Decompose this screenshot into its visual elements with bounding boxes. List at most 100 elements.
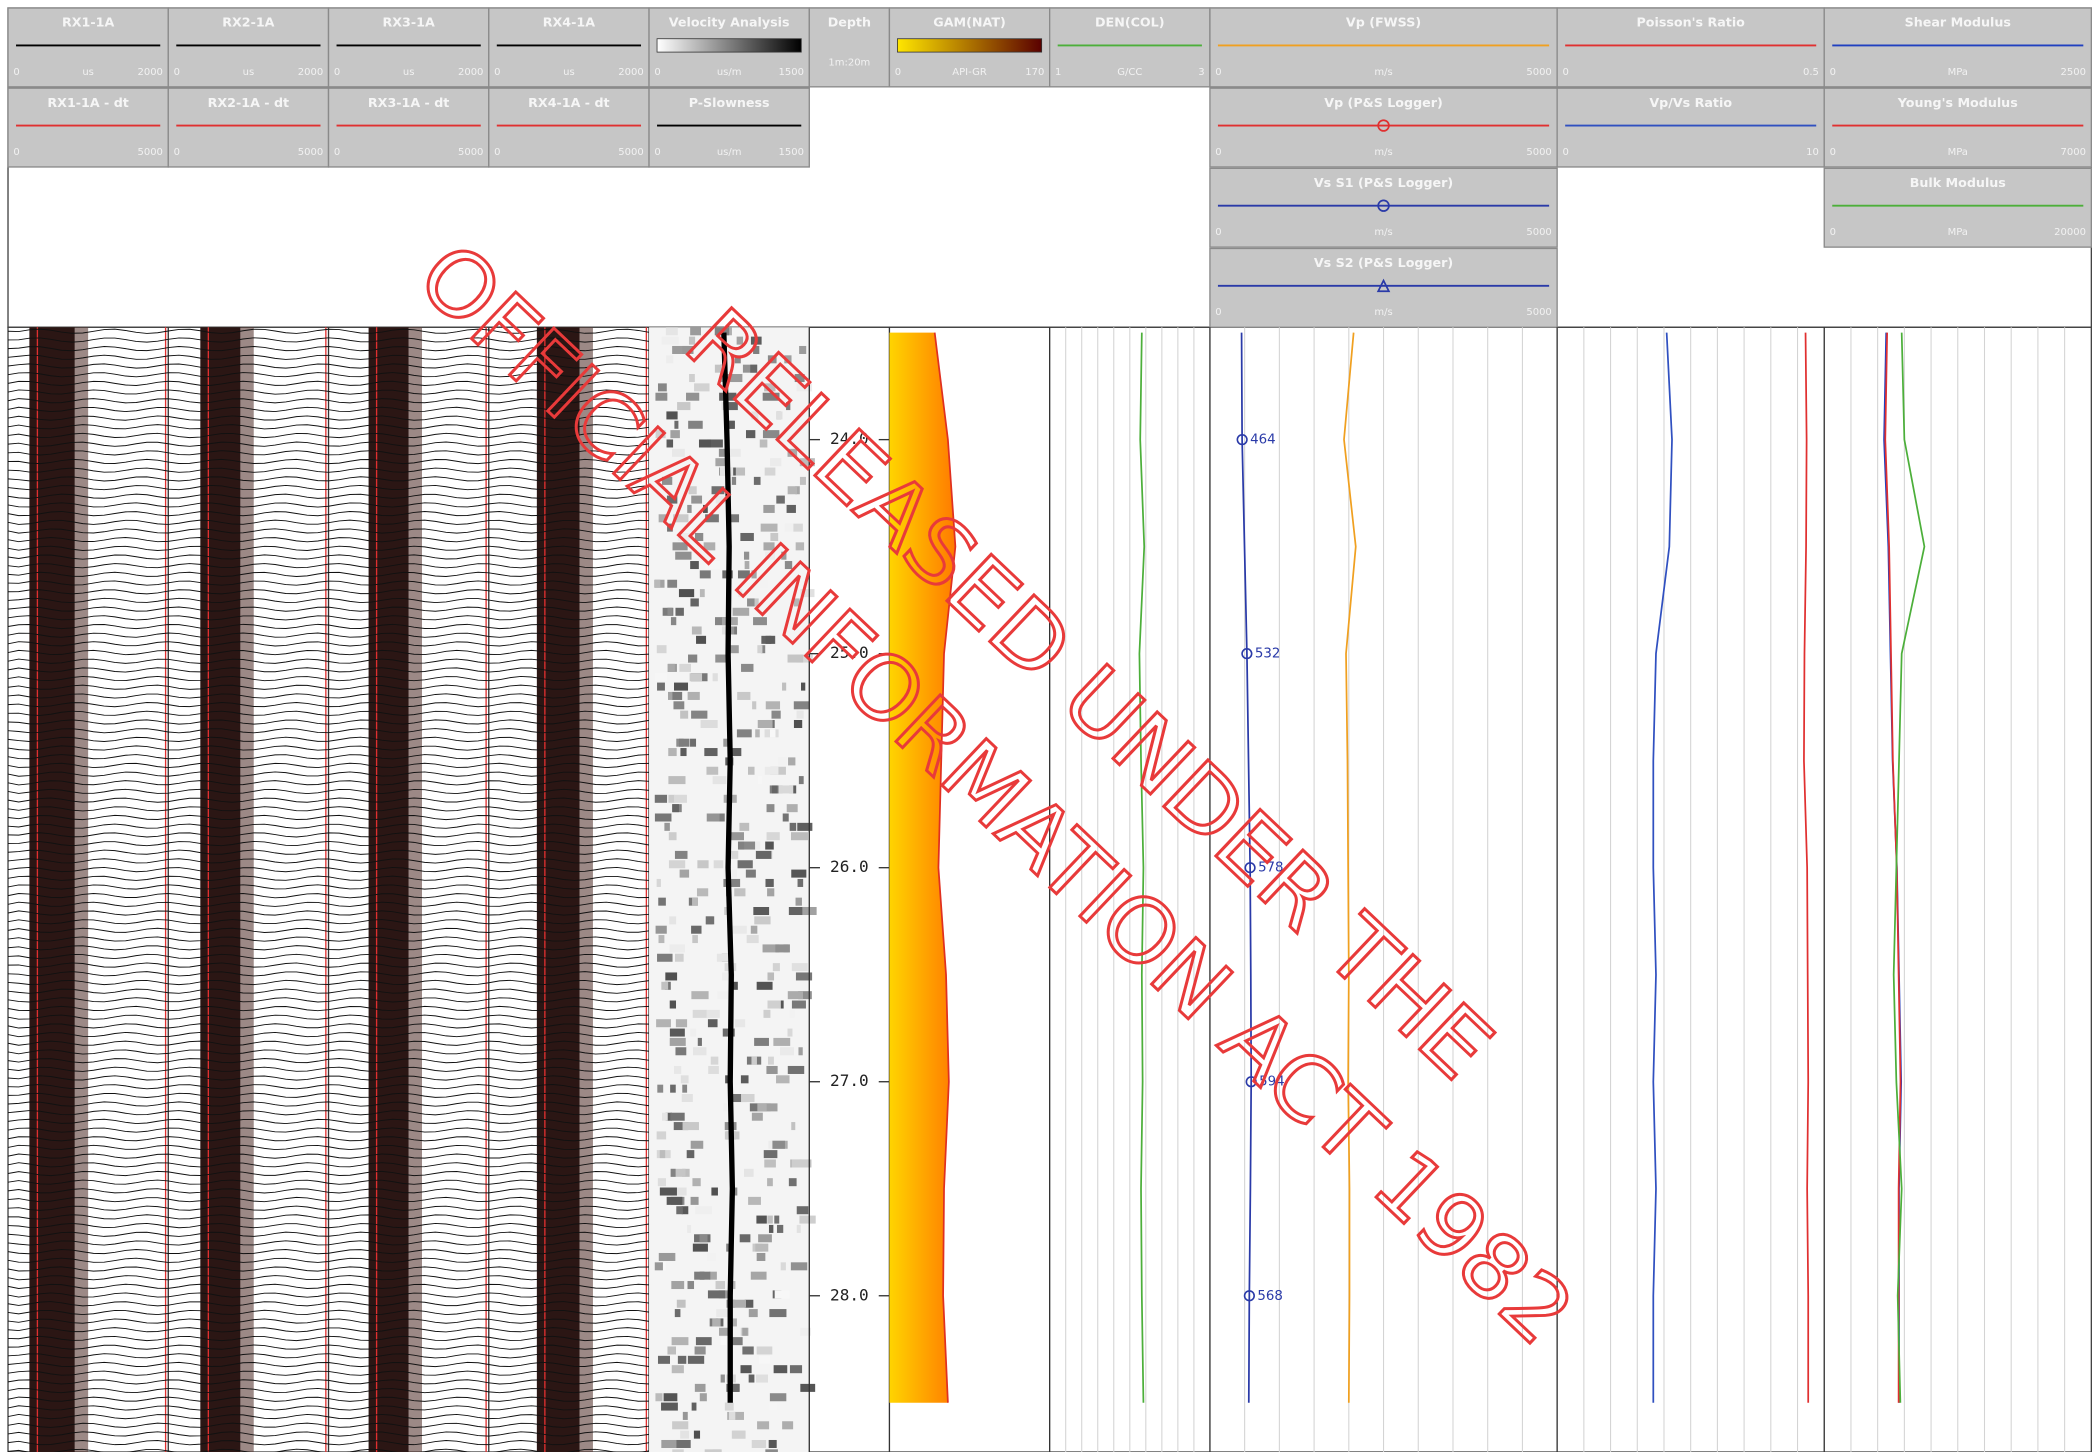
velocity-cell xyxy=(654,1262,663,1271)
velocity-cell xyxy=(773,1037,791,1046)
velocity-cell xyxy=(696,888,709,897)
velocity-cell xyxy=(755,1243,769,1252)
velocity-cell xyxy=(796,1206,809,1215)
velocity-cell xyxy=(762,392,780,401)
velocity-cell xyxy=(670,430,680,439)
velocity-cell xyxy=(729,1094,747,1103)
scale-right: 1500 xyxy=(778,147,803,158)
velocity-cell xyxy=(758,776,763,785)
scale-left: 0 xyxy=(174,147,180,158)
header-box xyxy=(1209,167,1558,248)
velocity-cell xyxy=(799,1215,816,1224)
velocity-cell xyxy=(779,1000,784,1009)
velocity-cell xyxy=(760,523,778,532)
velocity-cell xyxy=(768,1131,781,1140)
velocity-cell xyxy=(717,991,729,1000)
velocity-cell xyxy=(780,1262,786,1271)
velocity-cell xyxy=(661,1439,677,1448)
velocity-cell xyxy=(756,1374,769,1383)
velocity-cell xyxy=(699,1393,707,1402)
velocity-cell xyxy=(766,1065,778,1074)
velocity-cell xyxy=(658,935,665,944)
velocity-cell xyxy=(754,916,771,925)
velocity-cell xyxy=(658,897,666,906)
velocity-cell xyxy=(679,663,691,672)
vs-label: 464 xyxy=(1250,433,1275,448)
header-title: Bulk Modulus xyxy=(1910,175,2006,190)
vs-marker xyxy=(1244,862,1256,874)
header-box xyxy=(1209,87,1558,168)
scale-left: 0 xyxy=(1215,227,1221,238)
velocity-cell xyxy=(774,1215,780,1224)
velocity-cell xyxy=(787,1065,805,1074)
velocity-cell xyxy=(694,1271,711,1280)
velocity-cell xyxy=(688,336,696,345)
velocity-cell xyxy=(677,1355,687,1364)
velocity-cell xyxy=(741,1094,755,1103)
velocity-cell xyxy=(750,1271,767,1280)
velocity-cell xyxy=(656,645,667,654)
velocity-cell xyxy=(666,411,678,420)
velocity-cell xyxy=(752,701,757,710)
velocity-cell xyxy=(765,1449,778,1452)
velocity-cell xyxy=(699,589,705,598)
curve xyxy=(1892,332,1926,1403)
velocity-cell xyxy=(780,1047,795,1056)
velocity-cell xyxy=(696,635,707,644)
velocity-cell xyxy=(656,1019,671,1028)
curve-fill xyxy=(889,332,956,1403)
velocity-cell xyxy=(765,841,774,850)
velocity-cell xyxy=(681,1206,689,1215)
velocity-cell xyxy=(674,794,687,803)
velocity-cell xyxy=(781,551,787,560)
velocity-cell xyxy=(654,673,668,682)
header-box xyxy=(1823,87,2092,168)
velocity-cell xyxy=(704,748,718,757)
velocity-cell xyxy=(776,1094,784,1103)
waveform-band-edge xyxy=(240,327,254,1452)
velocity-cell xyxy=(751,1439,767,1448)
velocity-cell xyxy=(723,878,741,887)
velocity-cell xyxy=(661,1402,678,1411)
velocity-cell xyxy=(776,1075,790,1084)
velocity-cell xyxy=(715,495,728,504)
scale-right: 5000 xyxy=(458,147,483,158)
velocity-cell xyxy=(668,794,675,803)
header-title: Vp (P&S Logger) xyxy=(1324,95,1443,110)
scale-unit: API-GR xyxy=(952,67,987,78)
velocity-cell xyxy=(708,1065,719,1074)
scale-left: 0 xyxy=(334,67,340,78)
velocity-cell xyxy=(789,1009,795,1018)
velocity-cell xyxy=(707,439,723,448)
velocity-cell xyxy=(700,719,718,729)
velocity-cell xyxy=(801,682,806,691)
velocity-cell xyxy=(657,1178,666,1187)
velocity-cell xyxy=(657,383,667,392)
velocity-cell xyxy=(789,1365,803,1374)
velocity-cell xyxy=(765,551,776,560)
velocity-cell xyxy=(767,1215,773,1224)
velocity-cell xyxy=(726,327,732,336)
velocity-cell xyxy=(672,448,685,457)
velocity-cell xyxy=(727,645,739,654)
velocity-cell xyxy=(798,1047,803,1056)
velocity-cell xyxy=(751,411,759,420)
velocity-cell xyxy=(745,430,756,439)
velocity-cell xyxy=(731,476,737,485)
vs-marker xyxy=(1245,1076,1257,1088)
velocity-cell xyxy=(667,523,673,532)
velocity-cell xyxy=(715,654,730,663)
velocity-cell xyxy=(791,1411,802,1420)
vs-marker xyxy=(1243,1290,1255,1302)
velocity-cell xyxy=(770,532,779,541)
scale-left: 0 xyxy=(494,147,500,158)
velocity-cell xyxy=(707,1252,717,1261)
velocity-cell xyxy=(682,345,694,354)
velocity-cell xyxy=(656,1131,667,1140)
velocity-cell xyxy=(666,355,674,364)
waveform-traces xyxy=(7,328,650,1452)
velocity-cell xyxy=(771,710,781,719)
scale-left: 0 xyxy=(1562,147,1568,158)
velocity-cell xyxy=(714,364,728,373)
